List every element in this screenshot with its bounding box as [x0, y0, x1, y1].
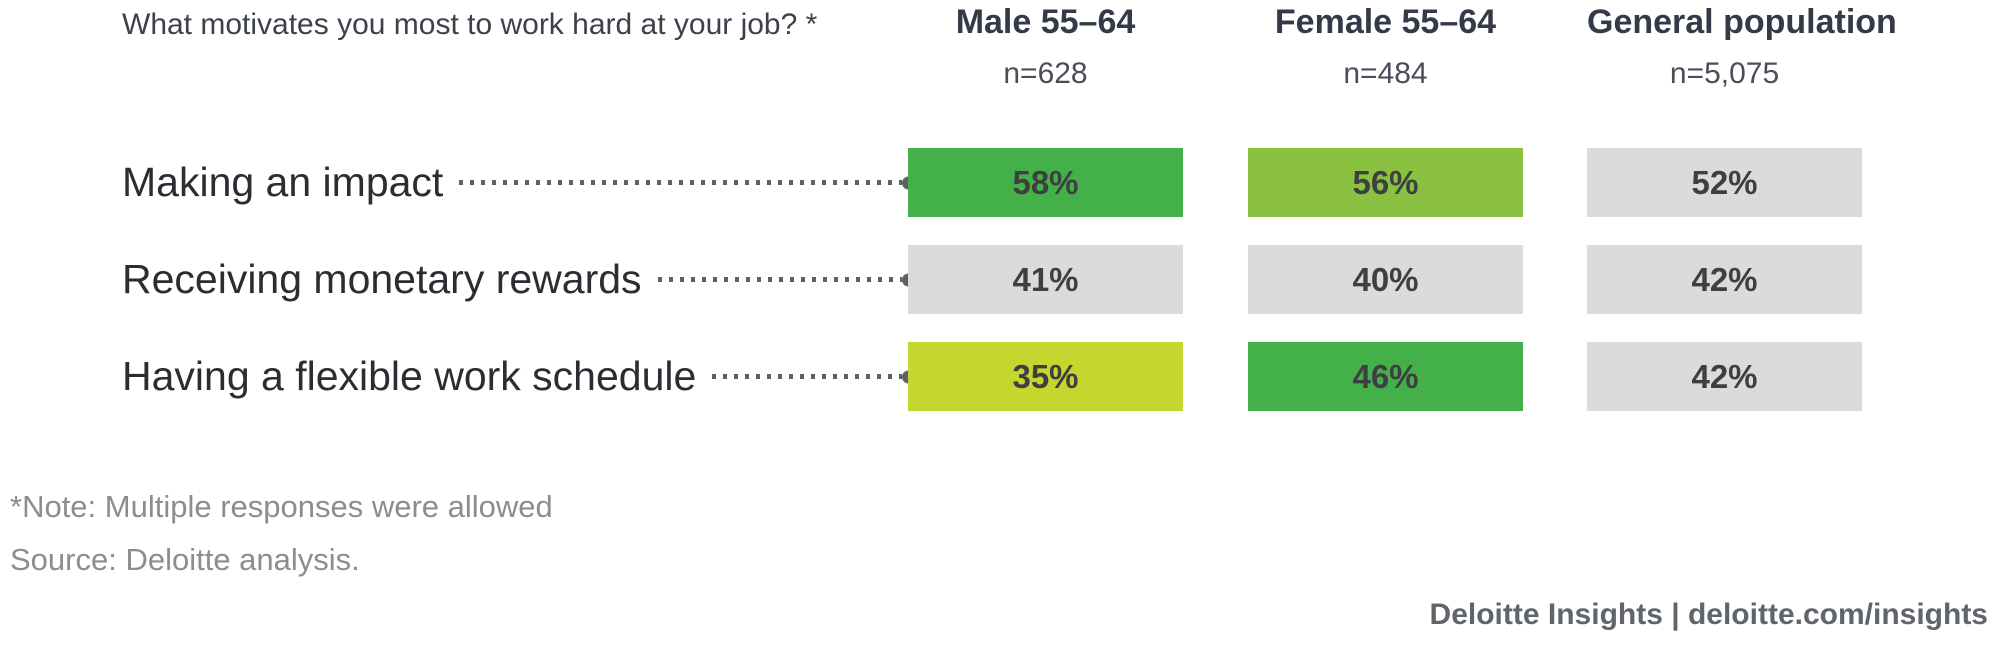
value-cell: 52%	[1587, 148, 1862, 217]
dotted-leader-line	[459, 180, 902, 185]
row-label-track: Receiving monetary rewards	[122, 245, 902, 314]
sample-size-male: n=628	[1003, 57, 1088, 90]
table-row: Making an impact 58% 56% 52%	[0, 148, 2000, 217]
row-label-track: Having a flexible work schedule	[122, 342, 902, 411]
column-header-male: Male 55–64	[955, 3, 1136, 41]
value-cell: 56%	[1248, 148, 1523, 217]
chart-question-title: What motivates you most to work hard at …	[122, 8, 818, 41]
value-cell: 42%	[1587, 245, 1862, 314]
value-cell: 40%	[1248, 245, 1523, 314]
dotted-leader-line	[657, 277, 902, 282]
value-cell: 58%	[908, 148, 1183, 217]
column-header-female: Female 55–64	[1274, 3, 1497, 41]
row-label: Receiving monetary rewards	[122, 256, 642, 302]
value-cell: 41%	[908, 245, 1183, 314]
sample-size-general: n=5,075	[1669, 57, 1780, 90]
column-header-general: General population	[1587, 3, 1897, 41]
value-cell: 35%	[908, 342, 1183, 411]
table-row: Receiving monetary rewards 41% 40% 42%	[0, 245, 2000, 314]
source-text: Source: Deloitte analysis.	[10, 542, 360, 577]
row-label-track: Making an impact	[122, 148, 902, 217]
value-cell: 42%	[1587, 342, 1862, 411]
row-label: Making an impact	[122, 159, 444, 205]
note-text: *Note: Multiple responses were allowed	[10, 489, 553, 524]
table-row: Having a flexible work schedule 35% 46% …	[0, 342, 2000, 411]
sample-size-female: n=484	[1343, 57, 1428, 90]
value-cell: 46%	[1248, 342, 1523, 411]
row-label: Having a flexible work schedule	[122, 353, 697, 399]
deloitte-insights-branding: Deloitte Insights | deloitte.com/insight…	[1429, 598, 1988, 631]
dotted-leader-line	[712, 374, 902, 379]
